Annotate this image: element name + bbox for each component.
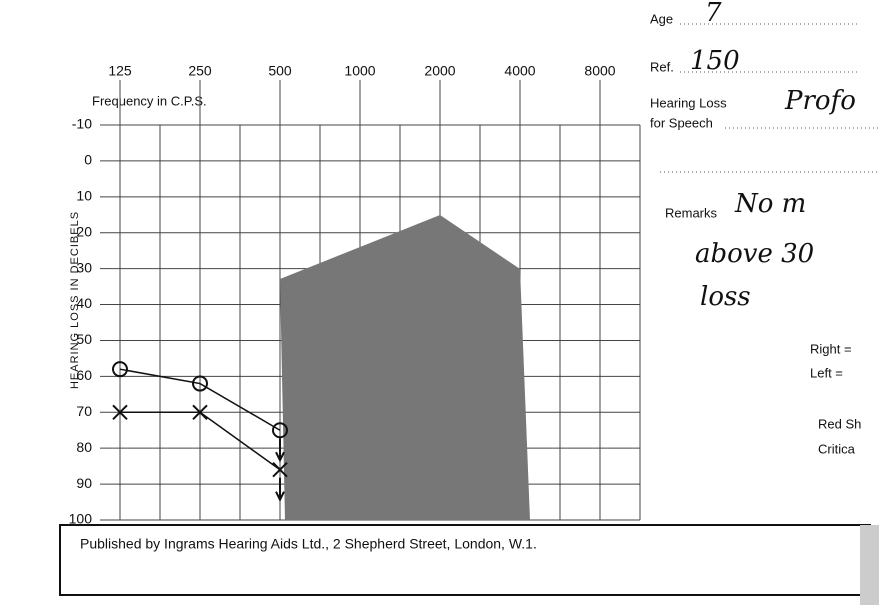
x-tick-label: 8000 [584,63,615,79]
point [192,375,208,392]
y-tick-label: 20 [76,223,92,239]
x-tick-label: 500 [268,63,292,79]
handwriting: 7 [705,0,722,28]
point [272,422,288,439]
y-axis-title: HEARING LOSS IN DECIBELS [69,211,81,389]
form-label: Age [650,11,673,26]
y-tick-label: 50 [76,331,92,347]
x-axis-title: Frequency in C.P.S. [92,93,207,108]
y-tick-label: 80 [76,439,92,455]
handwriting: Profo [784,86,856,116]
point [272,462,288,478]
background [860,525,879,605]
point [192,404,208,420]
y-tick-label: -10 [72,116,92,132]
x-tick-label: 125 [108,63,132,79]
point [112,404,128,420]
x-tick-label: 1000 [344,63,375,79]
handwriting: loss [700,282,751,312]
point [112,361,128,378]
form-label: for Speech [650,115,713,130]
legend-label: Critica [818,441,856,456]
y-tick-label: 60 [76,367,92,383]
handwriting: No m [734,189,806,219]
y-tick-label: 30 [76,259,92,275]
legend-label: Left = [810,365,843,380]
series-line [119,368,281,431]
y-tick-label: 0 [84,152,92,168]
y-tick-label: 100 [69,511,93,527]
x-tick-label: 4000 [504,63,535,79]
handwriting: above 30 [695,239,814,269]
form-label: Remarks [665,205,718,220]
no-response-arrow [275,438,285,463]
footer-text: Published by Ingrams Hearing Aids Ltd., … [80,536,537,552]
form-label: Hearing Loss [650,95,727,110]
x-tick-label: 250 [188,63,212,79]
no-response-arrow [275,477,285,502]
y-tick-label: 90 [76,475,92,491]
handwriting: 150 [690,46,740,76]
y-tick-label: 10 [76,188,92,204]
speech-area [280,215,530,520]
form-label: Ref. [650,59,674,74]
y-tick-label: 40 [76,295,92,311]
legend-label: Right = [810,341,852,356]
legend-label: Red Sh [818,416,861,431]
x-tick-label: 2000 [424,63,455,79]
y-tick-label: 70 [76,403,92,419]
